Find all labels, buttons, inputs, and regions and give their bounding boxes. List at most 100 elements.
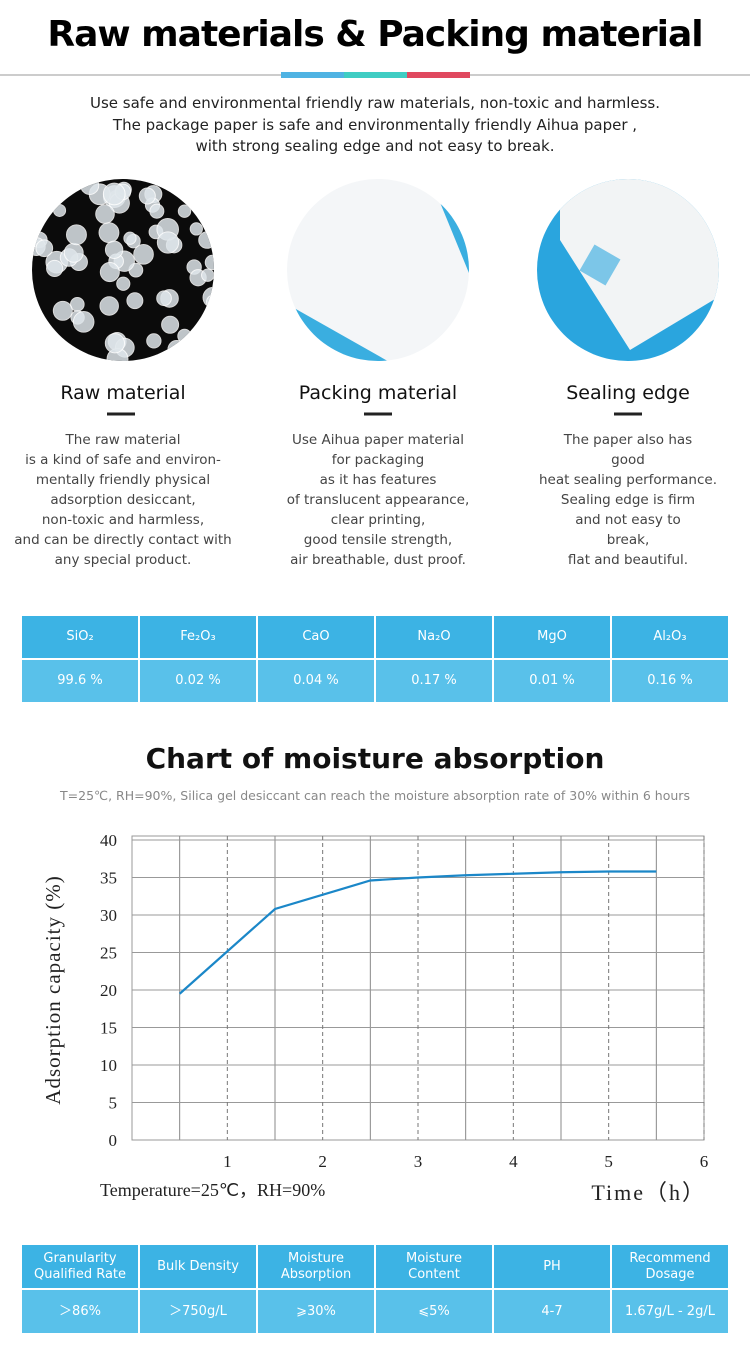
bead (104, 240, 124, 259)
table-value: 0.04 % (258, 660, 374, 702)
feature-title: Packing material (298, 382, 458, 404)
bead (35, 239, 54, 258)
y-tick-label: 40 (100, 831, 117, 850)
table-header: Fe₂O₃ (140, 616, 256, 658)
table-value: ＞750g/L (140, 1290, 256, 1333)
y-axis-label: Adsorption capacity (%) (41, 875, 65, 1104)
bead (41, 343, 58, 360)
x-tick-label: 6 (700, 1152, 709, 1171)
x-tick-label: 4 (509, 1152, 518, 1171)
feature-text: good tensile strength, (303, 532, 453, 548)
title: Raw materials & Packing material (47, 14, 703, 55)
bead (133, 244, 154, 265)
bead (95, 204, 115, 224)
bead (46, 259, 64, 278)
bead (102, 182, 126, 206)
feature-text: for packaging (331, 452, 425, 468)
feature-text: Sealing edge is firm (560, 492, 696, 508)
bead (177, 204, 192, 218)
bead (63, 242, 84, 263)
table-value: 99.6 % (22, 660, 138, 702)
bead (138, 187, 156, 205)
bead (46, 336, 67, 357)
bead (99, 262, 120, 283)
bead (167, 340, 186, 359)
bead (201, 268, 214, 282)
feature-text: is a kind of safe and environ- (25, 452, 221, 468)
table-header: Al₂O₃ (612, 616, 728, 658)
feature-text: clear printing, (330, 512, 426, 528)
feature-text: of translucent appearance, (286, 492, 470, 508)
chart-title: Chart of moisture absorption (145, 742, 605, 775)
y-tick-label: 5 (109, 1094, 118, 1113)
intro-line: with strong sealing edge and not easy to… (195, 137, 555, 155)
bead (204, 254, 214, 271)
feature-text: mentally friendly physical (35, 472, 211, 488)
feature-text: heat sealing performance. (539, 472, 717, 488)
y-tick-label: 20 (100, 981, 117, 1000)
intro-line: Use safe and environmental friendly raw … (89, 94, 660, 112)
feature-text: adsorption desiccant, (50, 492, 196, 508)
y-tick-label: 10 (100, 1056, 117, 1075)
table-header: CaO (258, 616, 374, 658)
bead (202, 286, 214, 309)
bead (39, 333, 59, 353)
feature-text: break, (606, 532, 650, 548)
table-header: Granularity Qualified Rate (22, 1245, 138, 1288)
table-value: 0.02 % (140, 660, 256, 702)
bead (42, 185, 58, 201)
bead (198, 231, 214, 249)
table-header: Moisture Content (376, 1245, 492, 1288)
feature-title: Sealing edge (566, 382, 690, 404)
bead (80, 179, 100, 195)
feature-text: non-toxic and harmless, (41, 512, 205, 528)
bead (206, 294, 214, 310)
bead (32, 342, 56, 361)
feature-text: air breathable, dust proof. (290, 552, 466, 568)
table-header: Bulk Density (140, 1245, 256, 1288)
table-header: Moisture Absorption (258, 1245, 374, 1288)
bead (156, 231, 180, 254)
feature-text: Use Aihua paper material (291, 432, 465, 448)
table-value: 0.01 % (494, 660, 610, 702)
y-tick-label: 0 (109, 1131, 118, 1150)
bead (40, 179, 59, 194)
feature-text: as it has features (319, 472, 437, 488)
bead (98, 222, 120, 244)
feature-text: good (611, 452, 645, 468)
y-tick-label: 35 (100, 869, 117, 888)
bead (53, 203, 67, 217)
table-header: PH (494, 1245, 610, 1288)
feature-text: The raw material (65, 432, 181, 448)
table-value: 0.16 % (612, 660, 728, 702)
feature-text: The paper also has (563, 432, 693, 448)
feature-text: and not easy to (575, 512, 681, 528)
table-value: ⩽5% (376, 1290, 492, 1333)
photo-beads (32, 179, 214, 361)
x-tick-label: 2 (318, 1152, 327, 1171)
bead (52, 300, 73, 321)
photo-paper (287, 179, 469, 361)
bead (123, 231, 137, 245)
accent (407, 72, 470, 78)
bead (156, 290, 172, 307)
photo-seal (537, 179, 719, 361)
feature-title: Raw material (60, 382, 186, 404)
bead (161, 315, 180, 334)
data-line (178, 870, 657, 995)
table-value: 4-7 (494, 1290, 610, 1333)
feature-text: flat and beautiful. (567, 552, 689, 568)
bead (198, 340, 214, 361)
bead (189, 222, 203, 236)
x-axis-label: Time（h） (591, 1180, 706, 1205)
feature-text: and can be directly contact with (14, 532, 232, 548)
intro-line: The package paper is safe and environmen… (112, 115, 638, 134)
table-value: ＞86% (22, 1290, 138, 1333)
bead (146, 333, 162, 349)
chart: 0 5 10 15 20 25 30 35 40 1 2 3 4 5 6 Adsorption capacit… (41, 831, 708, 1205)
accent (281, 72, 344, 78)
bead (126, 292, 144, 310)
table-value: ⩾30% (258, 1290, 374, 1333)
bead (72, 311, 95, 333)
